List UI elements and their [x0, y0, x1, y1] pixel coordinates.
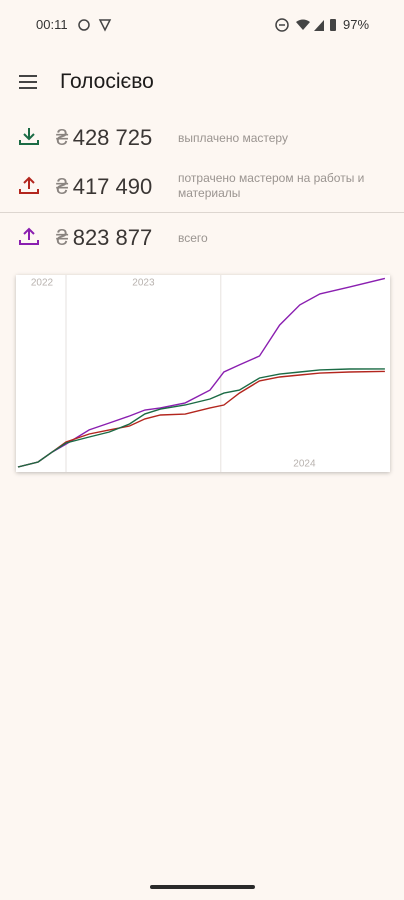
series-line: [17, 277, 386, 468]
summary-row: ₴ 428 725: [56, 125, 152, 151]
status-right-icons: [275, 18, 336, 32]
summary-label: всего: [178, 231, 208, 245]
series-line: [17, 370, 385, 468]
icon-upload: [19, 227, 39, 245]
status-time: 00:11: [36, 17, 68, 32]
currency: ₴: [56, 174, 69, 199]
status-battery: 97%: [343, 17, 370, 32]
icon-download: [19, 128, 39, 145]
icon-upload: [19, 176, 39, 194]
amount: 823 877: [72, 225, 153, 250]
summary-row: ₴ 417 490: [56, 174, 152, 200]
x-tick-label: 2023: [132, 278, 155, 289]
chart: 2022 2023 2024: [16, 275, 390, 472]
amount: 428 725: [72, 125, 153, 150]
nav-handle[interactable]: [150, 885, 255, 889]
x-tick-label: 2022: [31, 278, 54, 289]
series-line: [17, 368, 385, 468]
x-tick-label: 2024: [293, 459, 316, 470]
status-icons: [78, 19, 112, 32]
divider: [0, 212, 404, 213]
currency: ₴: [56, 225, 69, 250]
app-title: Голосієво: [60, 70, 154, 93]
amount: 417 490: [72, 174, 153, 199]
summary-label: потрачено мастером на работы и материалы: [178, 171, 365, 200]
menu-button[interactable]: [18, 74, 38, 90]
currency: ₴: [56, 125, 69, 150]
summary-label: выплачено мастеру: [178, 131, 288, 145]
summary-row: ₴ 823 877: [56, 225, 152, 251]
